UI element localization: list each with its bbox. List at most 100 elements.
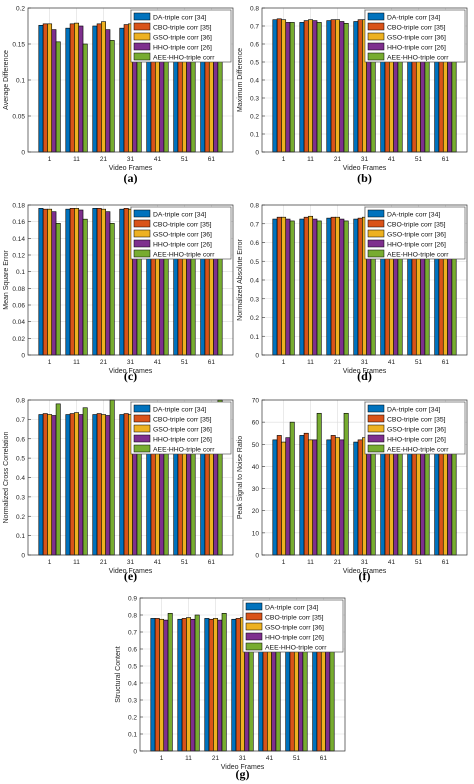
x-tick-label: 51 — [181, 156, 189, 163]
axes-box — [139, 597, 346, 752]
bar-series-3-frame-1 — [281, 441, 287, 556]
bar-series-2-frame-31 — [123, 24, 129, 153]
x-tick-label: 41 — [266, 755, 274, 762]
bar-series-5-frame-11 — [316, 220, 322, 356]
legend-swatch — [245, 602, 263, 611]
x-tick-label: 11 — [73, 156, 80, 163]
y-tick-label: 0 — [255, 553, 259, 560]
bar-series-2-frame-11 — [181, 618, 187, 752]
y-tick-label: 0.7 — [128, 630, 137, 637]
x-tick-label: 61 — [320, 755, 328, 762]
x-tick-label: 11 — [73, 559, 80, 566]
bar-series-5-frame-21 — [109, 399, 115, 556]
bar-series-1-frame-11 — [299, 22, 305, 153]
bar-series-3-frame-1 — [281, 19, 287, 153]
y-axis-label: Structural Content — [115, 646, 122, 702]
legend-swatch — [133, 249, 151, 258]
bar-series-1-frame-61 — [434, 439, 440, 556]
legend-entry: GSO-triple corr [36] — [265, 624, 324, 631]
bar-series-4-frame-11 — [312, 439, 318, 556]
bar-series-3-frame-21 — [101, 414, 106, 556]
bar-series-4-frame-1 — [285, 218, 291, 356]
x-tick-label: 31 — [361, 359, 369, 366]
bar-series-2-frame-31 — [357, 19, 363, 153]
legend-swatch — [367, 414, 385, 423]
bar-series-1-frame-1 — [38, 208, 44, 356]
x-tick-label: 61 — [442, 359, 450, 366]
y-tick-label: 0 — [21, 150, 25, 157]
y-axis-label: Peak Signal to Noise Ratio — [237, 436, 244, 519]
y-tick-label: 50 — [252, 442, 260, 449]
y-tick-label: 0.3 — [250, 296, 259, 303]
bar-series-1-frame-1 — [38, 414, 44, 556]
legend-entry: CBO-triple corr [35] — [387, 24, 446, 31]
bar-series-4-frame-21 — [217, 619, 223, 752]
x-tick-label: 21 — [334, 156, 342, 163]
legend-swatch — [245, 632, 263, 641]
legend-entry: DA-triple corr [34] — [265, 604, 318, 611]
x-tick-label: 61 — [208, 156, 216, 163]
legend-swatch — [367, 249, 385, 258]
legend-entry: GSO-triple corr [36] — [153, 34, 212, 41]
legend-swatch — [133, 42, 151, 51]
legend-entry: DA-triple corr [34] — [387, 211, 440, 218]
bar-series-4-frame-11 — [78, 25, 84, 153]
x-tick-label: 1 — [282, 359, 286, 366]
legend-entry: AEE-HHO-triple corr — [387, 54, 449, 61]
y-tick-label: 0.8 — [16, 398, 25, 405]
bar-series-3-frame-41 — [389, 439, 394, 556]
bar-series-5-frame-11 — [82, 218, 88, 356]
bar-series-3-frame-1 — [159, 618, 165, 752]
bar-series-4-frame-11 — [78, 209, 84, 356]
y-tick-label: 0.18 — [12, 203, 25, 210]
y-tick-label: 0.4 — [16, 475, 25, 482]
bar-series-3-frame-21 — [335, 437, 340, 556]
y-axis-label: Maximum Difference — [237, 48, 244, 112]
y-tick-label: 0.16 — [12, 219, 25, 226]
bar-series-2-frame-21 — [96, 208, 102, 356]
bar-series-1-frame-21 — [92, 25, 98, 153]
legend-entry: CBO-triple corr [35] — [153, 221, 212, 228]
y-tick-label: 0.1 — [128, 732, 137, 739]
chart-panel-2: 00.10.20.30.40.50.60.70.81 11 21 31 41 51 61Vi… — [237, 6, 468, 185]
x-tick-label: 21 — [212, 755, 220, 762]
y-tick-label: 0.1 — [16, 269, 25, 276]
bar-series-4-frame-61 — [447, 441, 453, 556]
bar-series-2-frame-61 — [438, 437, 444, 556]
legend-swatch — [245, 622, 263, 631]
y-tick-label: 0.5 — [250, 60, 259, 67]
panel-label: (b) — [357, 171, 372, 185]
bar-series-4-frame-21 — [339, 439, 345, 556]
legend-swatch — [133, 239, 151, 248]
y-tick-label: 0 — [21, 553, 25, 560]
panel-label: (c) — [124, 369, 137, 383]
bar-series-3-frame-21 — [335, 19, 340, 153]
x-tick-label: 1 — [48, 359, 52, 366]
bar-series-1-frame-1 — [150, 618, 156, 752]
bar-series-1-frame-21 — [326, 217, 332, 356]
legend-swatch — [367, 219, 385, 228]
x-tick-label: 21 — [100, 156, 108, 163]
bar-series-3-frame-61 — [442, 441, 448, 556]
y-tick-label: 0.15 — [12, 42, 25, 49]
bar-series-1-frame-11 — [65, 27, 71, 153]
bar-series-2-frame-1 — [276, 435, 282, 556]
bar-series-2-frame-1 — [276, 18, 282, 153]
bar-series-4-frame-11 — [78, 414, 84, 556]
legend-swatch — [367, 229, 385, 238]
legend-entry: HHO-triple corr [26] — [387, 44, 446, 51]
legend-entry: AEE-HHO-triple corr — [153, 251, 215, 258]
legend: DA-triple corr [34] CBO-triple corr [35] G… — [364, 206, 466, 260]
bar-series-2-frame-21 — [330, 19, 336, 153]
y-tick-label: 0.4 — [128, 681, 137, 688]
legend-swatch — [367, 52, 385, 61]
bar-series-1-frame-31 — [119, 414, 125, 556]
y-tick-label: 0.1 — [16, 533, 25, 540]
bar-series-2-frame-21 — [208, 618, 214, 752]
bar-series-1-frame-31 — [231, 618, 237, 752]
bar-series-1-frame-1 — [272, 218, 278, 356]
bar-series-3-frame-11 — [308, 215, 314, 356]
x-tick-label: 51 — [293, 755, 301, 762]
y-tick-label: 0.3 — [16, 494, 25, 501]
legend: DA-triple corr [34] CBO-triple corr [35] G… — [130, 206, 232, 260]
